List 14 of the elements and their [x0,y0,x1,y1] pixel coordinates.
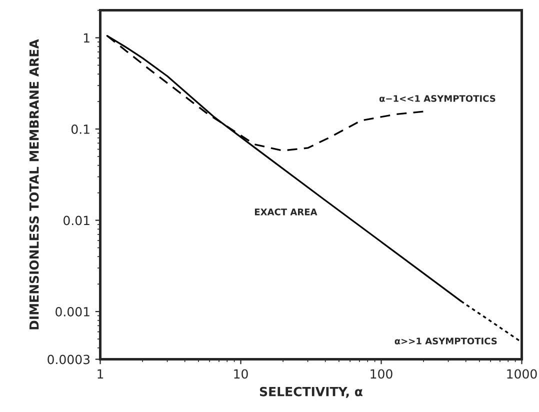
x-axis-title: SELECTIVITY, α [260,386,362,398]
x-tick-label: 1000 [507,369,537,379]
annotation: α−1<<1 ASYMPTOTICS [379,95,496,102]
x-tick-label: 10 [234,369,248,379]
annotation: α>>1 ASYMPTOTICS [394,338,497,344]
y-axis-title: DIMENSIONLESS TOTAL MEMBRANE AREA [29,39,39,330]
x-tick-label: 100 [370,369,392,379]
y-tick-label: 0.001 [56,307,90,316]
x-tick-label: 1 [98,369,104,378]
y-tick-label: 0.0003 [48,354,90,364]
annotation: EXACT AREA [254,208,318,216]
y-tick-label: 1 [84,33,90,43]
y-tick-label: 0.1 [71,124,90,134]
y-tick-label: 0.01 [64,216,90,226]
